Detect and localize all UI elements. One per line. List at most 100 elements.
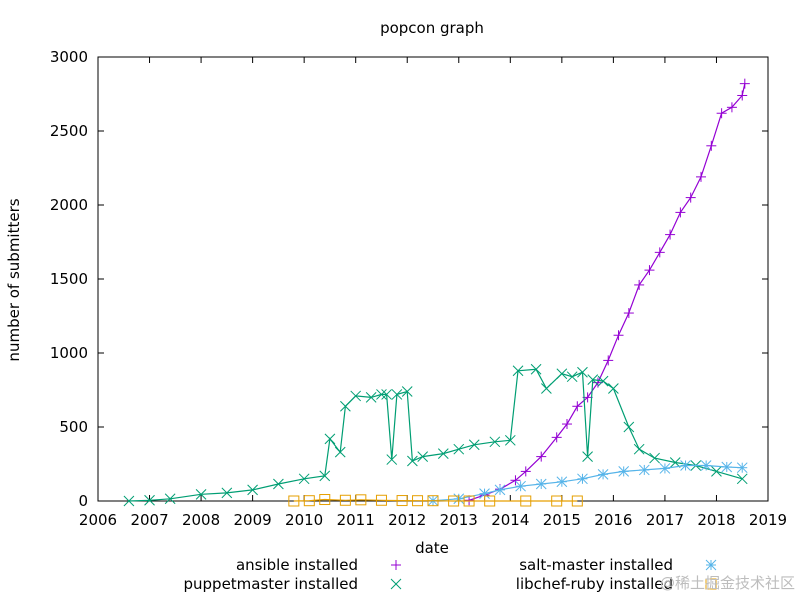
data-point [319, 470, 331, 482]
x-axis-label: date [415, 539, 449, 557]
series-line [293, 498, 578, 502]
x-tick-label: 2015 [543, 511, 581, 529]
data-point [649, 452, 660, 464]
data-point [623, 421, 635, 433]
data-point [463, 495, 475, 507]
data-point [484, 495, 496, 507]
data-point [375, 494, 387, 506]
data-point [448, 495, 460, 507]
series-cross [123, 363, 748, 507]
legend-label: puppetmaster installed [184, 575, 359, 593]
legend-label: libchef-ruby installed [516, 575, 673, 593]
x-tick-label: 2017 [646, 511, 684, 529]
x-tick-label: 2012 [388, 511, 426, 529]
chart-title: popcon graph [380, 19, 484, 37]
y-axis-ticks: 0 500 1000 1500 2000 2500 3000 [50, 48, 768, 510]
data-point [556, 476, 568, 488]
y-tick-label: 1500 [50, 270, 88, 288]
data-point [396, 495, 408, 507]
y-axis-label: number of submitters [5, 198, 23, 361]
data-point [739, 78, 750, 89]
x-tick-label: 2007 [130, 511, 168, 529]
data-point [376, 389, 387, 400]
legend-entry: ansible installed [236, 556, 401, 574]
data-point [340, 400, 351, 412]
data-point [665, 229, 676, 240]
data-point [319, 494, 331, 506]
data-point [350, 390, 362, 402]
x-axis-ticks: 2006 2007 2008 2009 2010 2011 2012 2013 2014 2015… [79, 57, 787, 529]
legend-marker [705, 578, 717, 590]
x-tick-label: 2019 [749, 511, 787, 529]
data-point [535, 478, 547, 490]
x-tick-label: 2011 [337, 511, 375, 529]
data-point [634, 279, 645, 290]
y-tick-label: 2000 [50, 196, 88, 214]
data-point [577, 473, 588, 485]
series-plus [464, 78, 750, 506]
data-point [577, 366, 588, 378]
data-point [355, 494, 367, 506]
data-point [407, 455, 418, 467]
data-point [736, 473, 748, 485]
data-point [468, 439, 480, 451]
data-point [365, 392, 377, 403]
data-point [489, 436, 501, 448]
data-point [633, 443, 645, 455]
data-point [510, 475, 521, 486]
data-point [298, 473, 310, 485]
data-point [696, 171, 706, 182]
y-tick-label: 2500 [50, 122, 88, 140]
data-point [247, 484, 258, 496]
series-square [288, 494, 583, 507]
legend-entry: libchef-ruby installed [516, 575, 717, 593]
data-point [381, 389, 392, 400]
data-point [556, 368, 568, 380]
data-point [562, 419, 572, 430]
data-point [530, 363, 542, 375]
x-tick-label: 2014 [491, 511, 529, 529]
data-point [571, 495, 583, 507]
y-tick-label: 500 [59, 418, 88, 436]
data-point [659, 463, 671, 474]
series-layer [123, 78, 750, 507]
data-point [324, 433, 336, 445]
data-point [644, 265, 655, 276]
data-point [613, 330, 624, 341]
watermark: @稀土掘金技术社区 [660, 574, 795, 592]
data-point [706, 140, 717, 151]
data-point [512, 365, 524, 377]
data-point [386, 454, 398, 465]
data-point [587, 374, 599, 385]
data-point [685, 192, 696, 203]
legend-entry: salt-master installed [519, 556, 717, 574]
x-tick-label: 2013 [440, 511, 478, 529]
plot-frame [97, 56, 769, 502]
data-point [391, 389, 403, 400]
series-line [432, 464, 743, 502]
data-point [195, 488, 207, 500]
data-point [669, 457, 681, 468]
data-point [494, 484, 506, 496]
data-point [536, 451, 547, 462]
data-point [551, 495, 563, 507]
data-point [401, 386, 413, 397]
data-point [427, 495, 439, 507]
data-point [675, 207, 686, 218]
data-point [417, 451, 429, 462]
legend-entry: puppetmaster installed [184, 575, 402, 593]
data-point [716, 108, 727, 119]
data-point [680, 460, 691, 471]
data-point [412, 495, 424, 507]
data-point [603, 355, 614, 366]
x-tick-label: 2018 [697, 511, 735, 529]
data-point [334, 446, 346, 458]
y-tick-label: 3000 [50, 48, 88, 66]
data-point [520, 466, 531, 477]
legend-label: salt-master installed [519, 556, 673, 574]
x-tick-label: 2009 [234, 511, 272, 529]
legend-label: ansible installed [236, 556, 358, 574]
legend-marker [390, 578, 402, 590]
data-point [572, 401, 583, 412]
